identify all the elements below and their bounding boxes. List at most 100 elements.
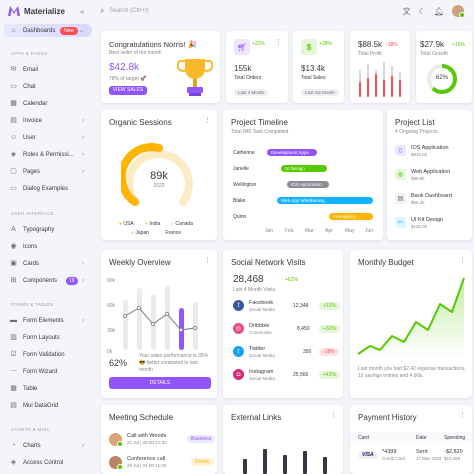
social-visits-card: Social Network Visits 28,468 +62% Last 4… <box>223 250 343 398</box>
sidebar-item-label: Calendar <box>23 100 48 107</box>
y-tick: 60k <box>107 303 116 309</box>
sidebar-item-dashboards[interactable]: ⌂ Dashboards New ⌄ <box>4 24 92 37</box>
search-bar[interactable]: ⌕ Search (Ctrl+/) <box>100 6 149 16</box>
project-list-subtitle: 4 Ongoing Projects <box>395 129 438 135</box>
chevron-right-icon: › <box>82 260 84 267</box>
congrats-target: 78% of target 🚀 <box>109 76 147 82</box>
project-list-title: Project List <box>395 118 435 127</box>
sidebar-item-cards[interactable]: ▣ Cards › <box>4 257 92 270</box>
col-header: Date <box>416 435 427 441</box>
sidebar: Materialize « ⌂ Dashboards New ⌄ APPS & … <box>0 0 96 474</box>
more-icon[interactable]: ⋮ <box>459 257 466 264</box>
meeting-name: Conference call <box>127 456 166 462</box>
sidebar-item-table[interactable]: ▦ Table <box>4 382 92 395</box>
section-forms: FORMS & TABLES <box>11 302 54 307</box>
task-bar[interactable]: IOS Application <box>287 181 329 188</box>
meeting-name: Call with Woods <box>127 433 167 439</box>
more-icon[interactable]: ⋮ <box>330 412 337 419</box>
section-ui: USER INTERFACE <box>11 211 55 216</box>
notification-bell-icon[interactable]: 🔔︎ <box>433 6 444 16</box>
more-icon[interactable]: ⋮ <box>204 257 211 264</box>
dollar-icon: $ <box>301 39 317 55</box>
task-bar[interactable]: Development Apps <box>267 149 317 156</box>
sidebar-item-form-wizard[interactable]: ⋯ Form Wizard <box>4 365 92 378</box>
growth-radial-chart <box>427 64 457 94</box>
sidebar-item-email[interactable]: ✉ Email <box>4 63 92 76</box>
sidebar-item-charts[interactable]: ◔ Charts › <box>4 439 92 452</box>
task-bar[interactable]: UI Design <box>281 165 327 172</box>
timeline-person: Quinn <box>233 214 247 220</box>
links-bar-chart <box>243 449 327 474</box>
more-icon[interactable]: ⋮ <box>204 117 211 124</box>
growth-value: $27.9k <box>420 40 445 49</box>
sidebar-item-dialog-examples[interactable]: ▭ Dialog Examples <box>4 182 92 195</box>
search-placeholder: Search (Ctrl+/) <box>109 8 149 14</box>
chevron-right-icon: › <box>82 168 84 175</box>
sidebar-item-typography[interactable]: A Typography <box>4 223 92 236</box>
orders-change: +22% <box>252 41 265 47</box>
task-bar[interactable]: Web App Wireframing <box>277 197 373 204</box>
chevron-right-icon: › <box>82 277 84 284</box>
y-tick: 30k <box>107 328 116 334</box>
brand[interactable]: Materialize <box>8 6 65 16</box>
meeting-avatar <box>109 456 123 470</box>
sidebar-item-calendar[interactable]: ▦ Calendar <box>4 97 92 110</box>
sidebar-item-chat[interactable]: ▭ Chat <box>4 80 92 93</box>
materialize-logo-icon <box>8 6 20 16</box>
payment-title: Payment History <box>358 413 417 422</box>
orders-label: Total Orders <box>234 75 262 81</box>
sidebar-item-icons[interactable]: ◉ Icons <box>4 240 92 253</box>
sidebar-item-mui-datagrid[interactable]: ▤ Mui DataGrid <box>4 399 92 412</box>
mobile-icon: ▯ <box>395 145 406 156</box>
user-avatar[interactable] <box>452 5 465 18</box>
dribbble-icon: ◎ <box>233 323 244 334</box>
profit-bar-chart <box>359 62 401 97</box>
sidebar-item-user[interactable]: ☺ User › <box>4 131 92 144</box>
top-actions: 文 ☾ 🔔︎ <box>402 5 465 18</box>
weekly-percent: 62% <box>109 358 128 368</box>
congrats-card: Congratulations Norris! 🎉 Best seller of… <box>101 31 220 103</box>
sidebar-item-pages[interactable]: ▢ Pages › <box>4 165 92 178</box>
components-icon: ⊞ <box>10 277 17 284</box>
social-count: 12,348 <box>293 303 309 309</box>
calendar-icon: ▦ <box>10 100 17 107</box>
sidebar-item-roles[interactable]: ◈ Roles & Permissi... › <box>4 148 92 161</box>
view-sales-button[interactable]: VIEW SALES <box>109 86 147 95</box>
project-amount: $58.2k <box>411 200 425 205</box>
orders-period-chip: Last 4 Month <box>234 89 269 96</box>
month-label: Feb <box>285 228 294 234</box>
total-profit-card: $88.5k -18% Total Profit <box>350 31 410 103</box>
translate-icon[interactable]: 文 <box>402 6 411 16</box>
social-change-chip: +12% <box>319 302 340 310</box>
sidebar-item-form-elements[interactable]: ▬ Form Elements › <box>4 314 92 327</box>
more-icon[interactable]: ⋮ <box>275 39 282 46</box>
payment-status: Sent <box>416 449 428 455</box>
meeting-title: Meeting Schedule <box>109 413 174 422</box>
collapse-sidebar-icon[interactable]: « <box>80 7 85 16</box>
dark-mode-icon[interactable]: ☾ <box>418 6 426 16</box>
growth-change: +16% <box>452 42 465 48</box>
project-amount: $120.0k <box>411 224 428 229</box>
sidebar-item-form-layouts[interactable]: ▥ Form Layouts <box>4 331 92 344</box>
total-orders-card: 🛒︎ +22% ⋮ 155k Total Orders Last 4 Month <box>226 31 288 103</box>
more-icon[interactable]: ⋮ <box>459 412 466 419</box>
month-label: Jun <box>365 228 374 234</box>
details-button[interactable]: DETAILS <box>109 377 211 389</box>
shield-icon: ◈ <box>10 459 17 466</box>
congrats-title: Congratulations Norris! 🎉 <box>109 40 198 49</box>
sidebar-item-components[interactable]: ⊞ Components 19 › <box>4 274 92 287</box>
task-bar[interactable]: Prototyping <box>329 213 373 220</box>
sidebar-item-label: Form Layouts <box>23 334 60 341</box>
web-icon: ◍ <box>395 169 406 180</box>
sidebar-item-invoice[interactable]: ▤ Invoice › <box>4 114 92 127</box>
sidebar-item-form-validation[interactable]: ☑ Form Validation <box>4 348 92 361</box>
month-label: Apr <box>325 228 333 234</box>
sidebar-item-access-control[interactable]: ◈ Access Control <box>4 456 92 469</box>
month-label: Jan <box>265 228 274 234</box>
month-label: May <box>345 228 355 234</box>
weekly-overview-card: Weekly Overview ⋮ 90k 60k 30k 0k 62% You… <box>101 250 217 398</box>
mail-icon: ✉ <box>10 66 17 73</box>
check-box-icon: ☑ <box>10 351 17 358</box>
timeline-person: Wellington <box>233 182 257 188</box>
brand-name: Materialize <box>24 6 65 16</box>
